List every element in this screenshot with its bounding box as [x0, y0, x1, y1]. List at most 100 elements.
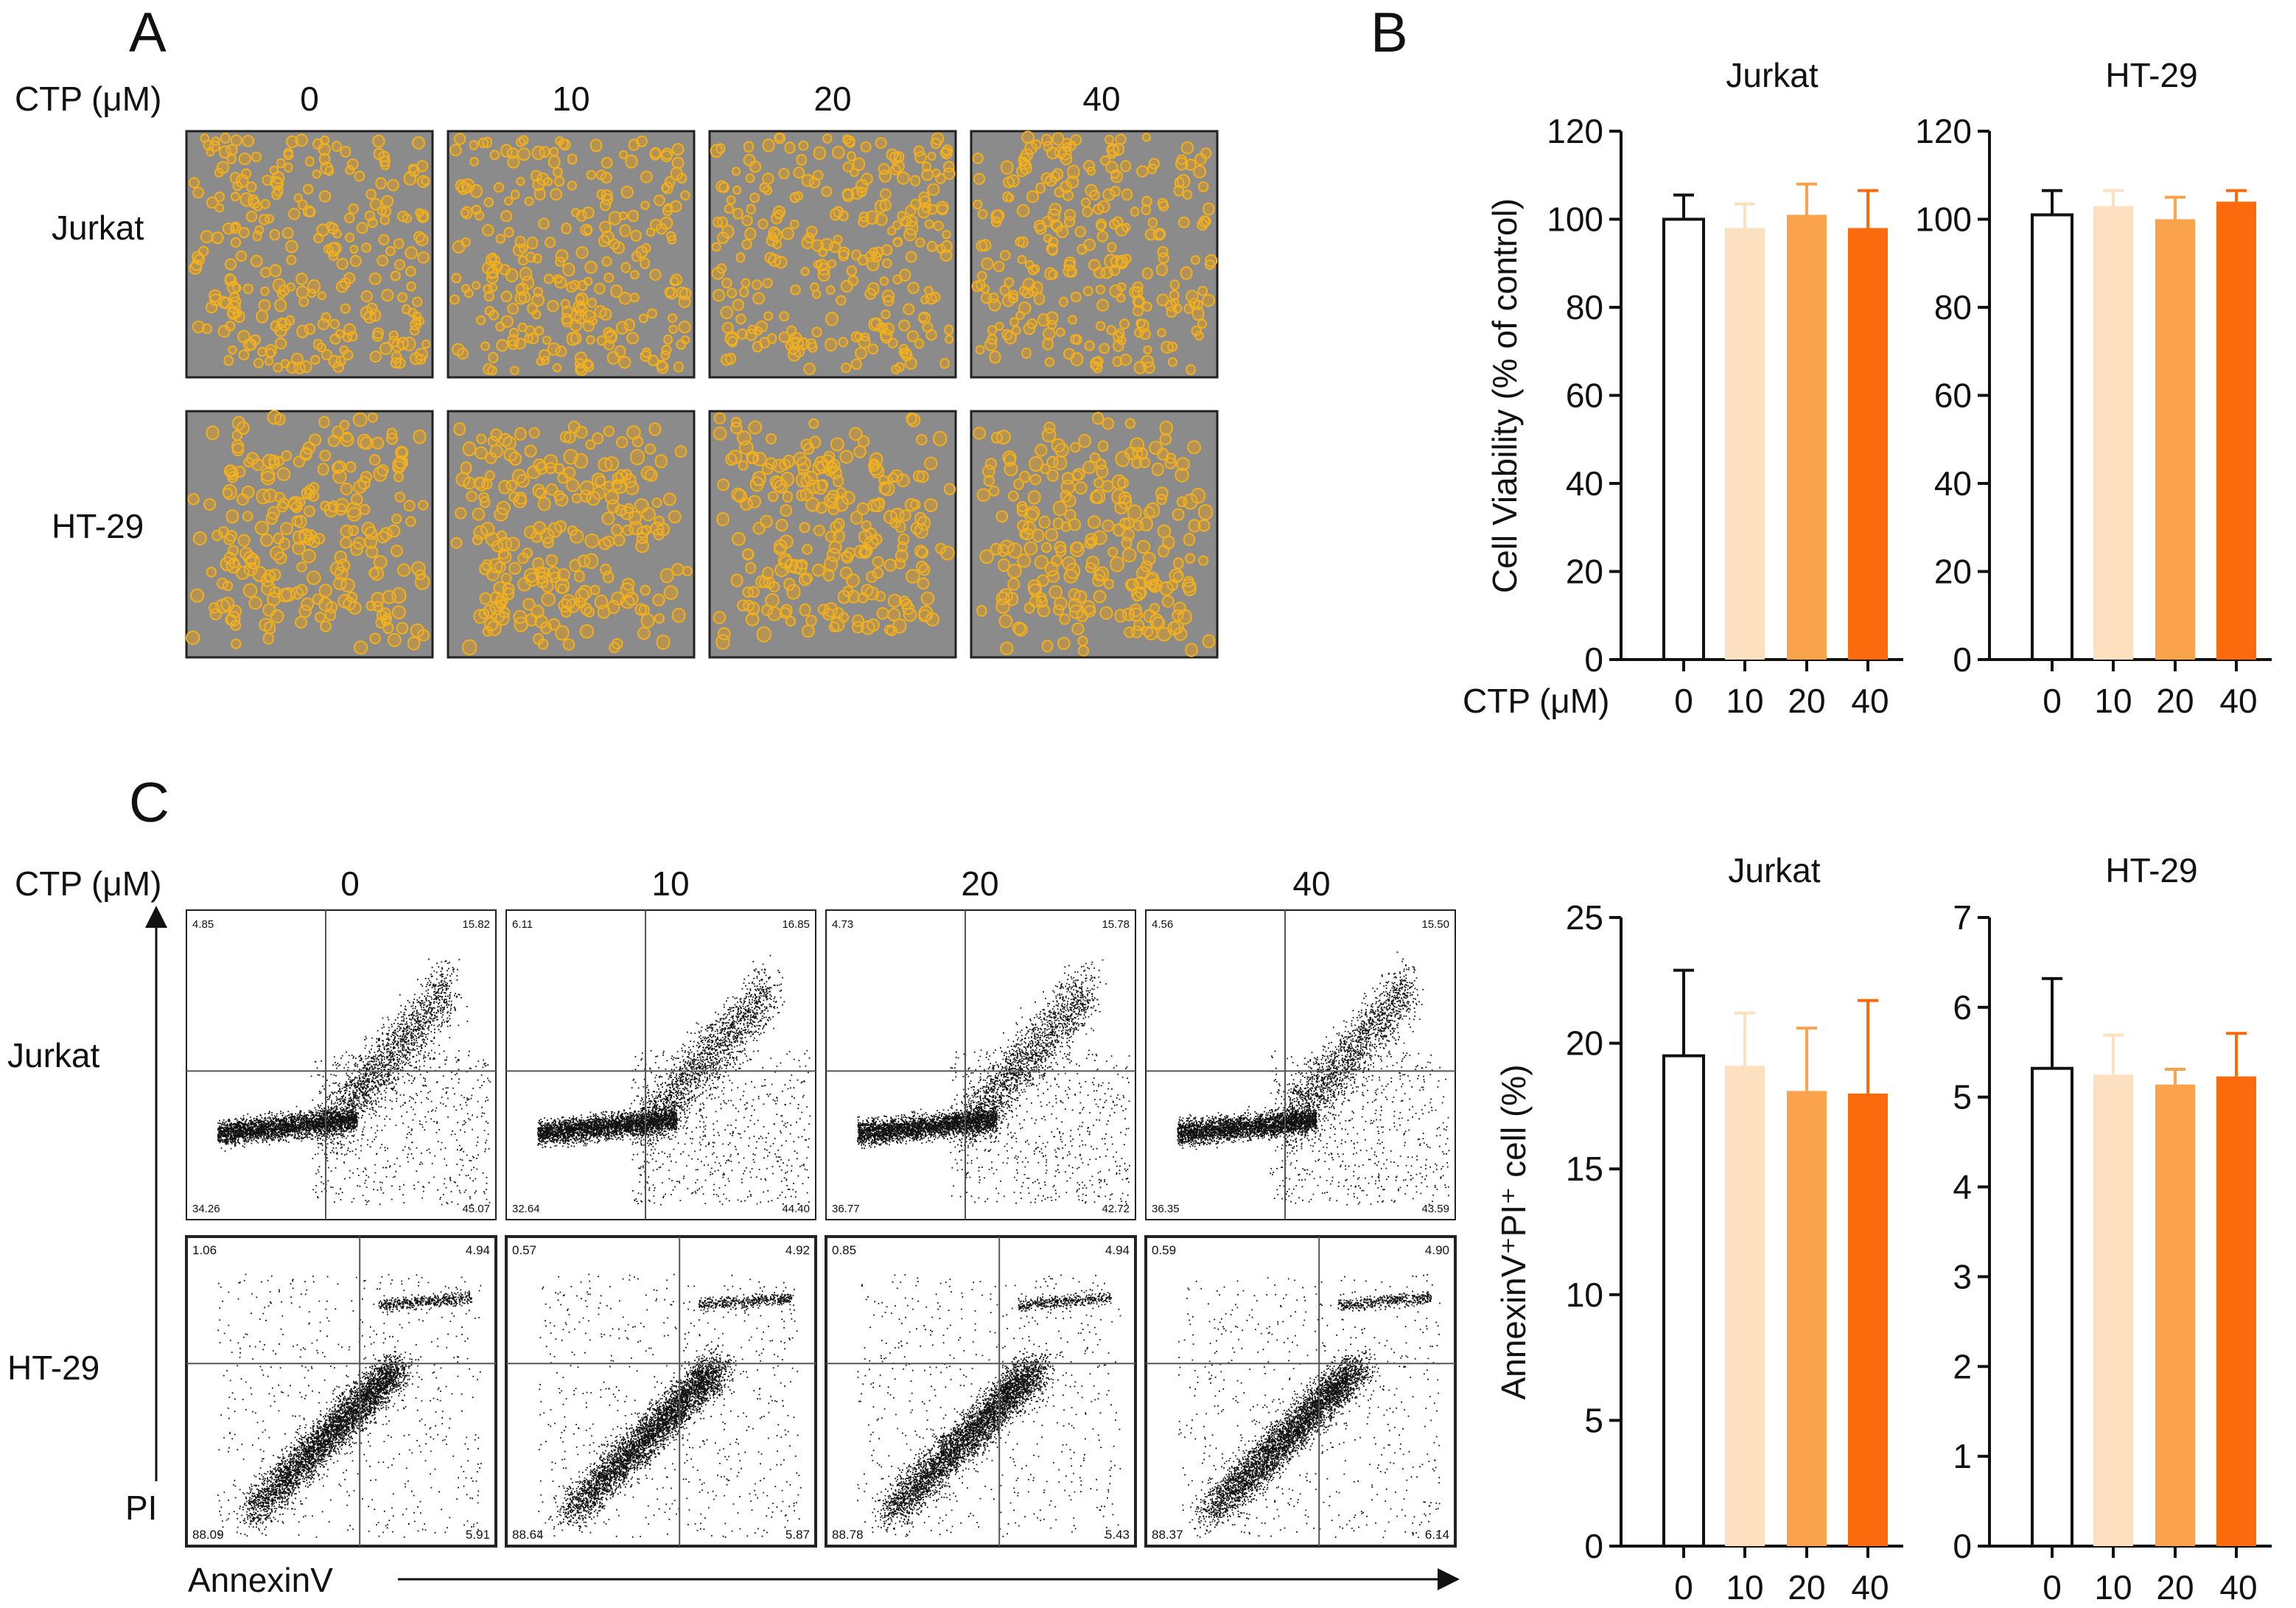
x-tick-label: 0: [2043, 1568, 2062, 1607]
quadrant-ur: 16.85: [782, 918, 810, 931]
y-tick-label: 100: [1547, 200, 1603, 239]
flow-plot-ht-29-40: 0.59 4.90 88.37 6.14: [1144, 1235, 1457, 1548]
pi-axis-label: PI: [125, 1489, 157, 1527]
flow-plot-jurkat-40: 4.56 15.50 36.35 43.59: [1145, 909, 1456, 1220]
bar-40: [2216, 201, 2256, 660]
panel-a-col-0: 0: [300, 80, 319, 118]
quadrant-ll: 34.26: [192, 1203, 220, 1215]
bar-0: [2031, 1066, 2073, 1548]
chart-title: Jurkat: [1728, 851, 1820, 889]
flow-plot-ht-29-10: 0.57 4.92 88.64 5.87: [505, 1235, 817, 1548]
bar-20: [1787, 214, 1827, 660]
y-tick-label: 5: [1953, 1078, 1972, 1116]
micrograph-ht-29-20: [708, 410, 957, 659]
y-tick-label: 80: [1566, 288, 1603, 326]
y-tick-label: 20: [1934, 553, 1972, 591]
micrograph-jurkat-10: [447, 130, 696, 379]
y-tick-label: 3: [1953, 1257, 1972, 1296]
flow-col-0: 0: [340, 864, 360, 903]
quadrant-ll: 88.09: [192, 1528, 224, 1542]
quadrant-ur: 4.90: [1425, 1243, 1449, 1257]
bar-10: [1725, 228, 1765, 660]
flow-cytometry-grid: 4.85 15.82 34.26 45.07 6.11 16.85 32.64 44.40 4.…: [185, 909, 1457, 1548]
y-tick-label: 25: [1566, 898, 1603, 937]
flow-col-10: 10: [651, 864, 689, 903]
micrograph-ht-29-10: [447, 410, 696, 659]
y-tick-label: 60: [1934, 377, 1972, 415]
x-tick-label: 20: [2156, 682, 2194, 720]
quadrant-ul: 0.57: [512, 1243, 536, 1257]
flow-plot-ht-29-20: 0.85 4.94 88.78 5.43: [825, 1235, 1137, 1548]
y-axis-label: AnnexinV⁺PI⁺ cell (%): [1494, 1064, 1533, 1399]
chart-title: HT-29: [2105, 851, 2197, 889]
quadrant-lr: 44.40: [782, 1203, 810, 1215]
flow-plot-jurkat-0: 4.85 15.82 34.26 45.07: [186, 909, 497, 1220]
bar-0: [2031, 213, 2073, 661]
panel-a-ctp-header: CTP (μM): [15, 80, 161, 118]
flow-col-20: 20: [961, 864, 998, 903]
bar-0: [1662, 217, 1705, 661]
quadrant-ur: 15.78: [1102, 918, 1130, 931]
x-tick-label: 40: [1851, 682, 1889, 720]
bar-chart-b_ht29: HT-29 0 20 40 60 80 100 120 0 10 20 40: [1915, 56, 2272, 720]
micrograph-jurkat-0: [185, 130, 434, 379]
y-tick-label: 0: [1953, 1527, 1972, 1565]
panel-a-labels: CTP (μM) 0 10 20 40 Jurkat HT-29: [15, 80, 1121, 545]
flow-plot-jurkat-10: 6.11 16.85 32.64 44.40: [505, 909, 816, 1220]
quadrant-lr: 42.72: [1102, 1203, 1130, 1215]
quadrant-ul: 1.06: [192, 1243, 217, 1257]
bar-chart-b_jurkat: Jurkat Cell Viability (% of control) 0 20 40…: [1485, 56, 1903, 720]
flow-plot-jurkat-20: 4.73 15.78 36.77 42.72: [825, 909, 1136, 1220]
quadrant-lr: 5.91: [466, 1528, 490, 1542]
flow-row-jurkat: Jurkat: [7, 1036, 99, 1074]
bar-10: [1725, 1066, 1765, 1546]
panel-a-col-20: 20: [813, 80, 851, 118]
panel-a-row-ht29: HT-29: [52, 507, 144, 545]
flow-row-ht29: HT-29: [7, 1349, 99, 1387]
y-tick-label: 15: [1566, 1150, 1603, 1188]
quadrant-ll: 88.64: [512, 1528, 544, 1542]
y-tick-label: 0: [1584, 1527, 1603, 1565]
x-tick-label: 40: [1851, 1568, 1889, 1607]
bar-10: [2093, 1074, 2133, 1546]
quadrant-ul: 0.59: [1152, 1243, 1176, 1257]
y-axis-label: Cell Viability (% of control): [1485, 198, 1524, 593]
micrograph-jurkat-20: [708, 130, 957, 379]
quadrant-ur: 4.92: [785, 1243, 810, 1257]
panel-letter-c: C: [129, 772, 169, 834]
x-tick-label: 0: [2043, 682, 2062, 720]
quadrant-lr: 5.87: [785, 1528, 810, 1542]
y-tick-label: 80: [1934, 288, 1972, 326]
x-tick-label: 10: [2094, 1568, 2132, 1607]
microscopy-grid: [185, 130, 1219, 659]
x-tick-label: 0: [1674, 682, 1693, 720]
x-tick-label: 20: [2156, 1568, 2194, 1607]
panel-letter-a: A: [129, 1, 167, 64]
flow-col-40: 40: [1292, 864, 1330, 903]
quadrant-ur: 15.50: [1421, 918, 1449, 931]
quadrant-lr: 45.07: [462, 1203, 490, 1215]
bar-40: [2216, 1076, 2256, 1546]
micrograph-ht-29-0: [185, 410, 434, 659]
quadrant-lr: 43.59: [1421, 1203, 1449, 1215]
quadrant-ll: 36.35: [1152, 1203, 1180, 1215]
bar-40: [1848, 228, 1888, 660]
bar-chart-c_jurkat: Jurkat AnnexinV⁺PI⁺ cell (%) 0 5 10 15 20 25 0 10…: [1494, 851, 1903, 1607]
bar-10: [2093, 206, 2133, 660]
x-tick-label: 10: [1726, 1568, 1763, 1607]
chart-title: Jurkat: [1726, 56, 1818, 94]
quadrant-ul: 6.11: [512, 918, 533, 931]
panel-a-col-10: 10: [552, 80, 589, 118]
x-tick-label: 20: [1788, 682, 1825, 720]
panel-b-ctp-xlabel: CTP (μM): [1463, 682, 1609, 720]
y-tick-label: 120: [1915, 112, 1972, 150]
y-tick-label: 0: [1584, 640, 1603, 679]
quadrant-ur: 4.94: [466, 1243, 490, 1257]
quadrant-ll: 88.37: [1152, 1528, 1183, 1542]
y-tick-label: 100: [1915, 200, 1972, 239]
y-tick-label: 0: [1953, 640, 1972, 679]
micrograph-ht-29-40: [970, 410, 1219, 659]
panel-a-col-40: 40: [1082, 80, 1120, 118]
bar-20: [2155, 1084, 2195, 1546]
